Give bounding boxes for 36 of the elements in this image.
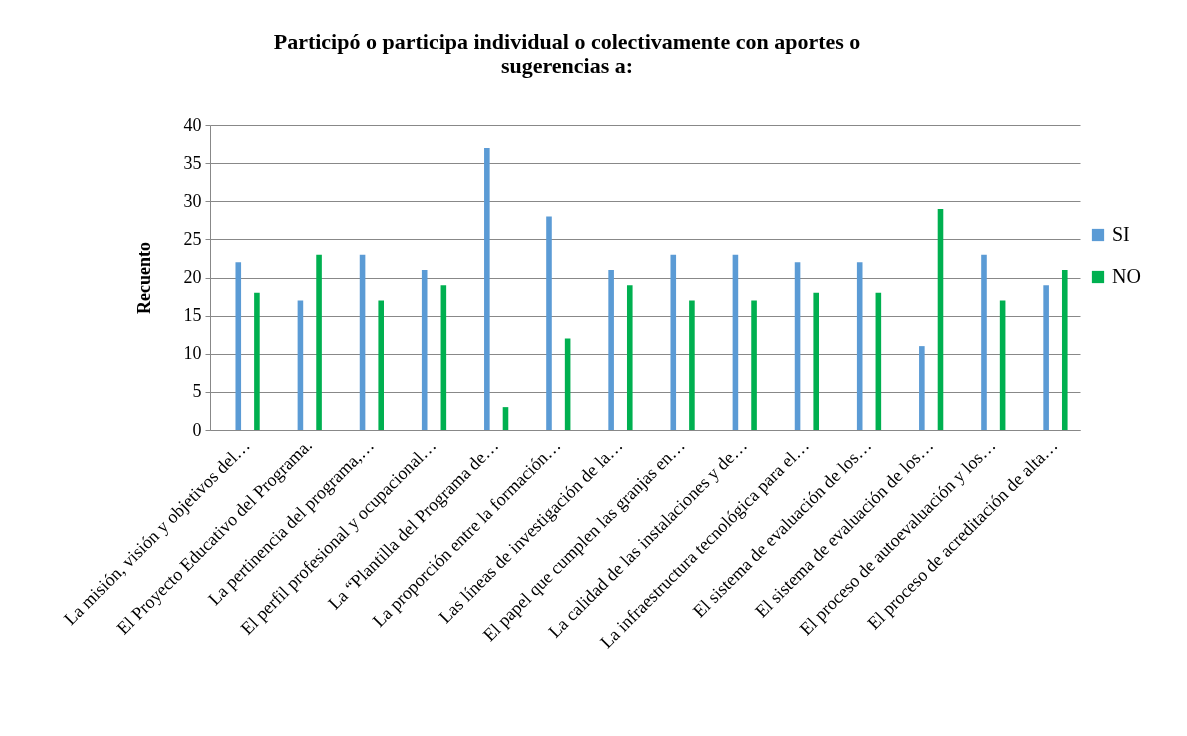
bar (856, 262, 863, 430)
bar (546, 216, 552, 430)
bar (1061, 269, 1068, 430)
bar (297, 300, 304, 430)
bar (502, 407, 509, 430)
y-tick-label: 0 (192, 419, 202, 440)
y-tick-label: 20 (183, 267, 202, 287)
y-tick-label: 30 (183, 190, 202, 211)
bar (919, 346, 925, 430)
y-tick-label: 25 (183, 228, 202, 249)
bar (751, 300, 757, 430)
bar (484, 147, 490, 430)
chart-title: Participó o participa individual o colectivamente con aportes o sugerencias a: (273, 29, 861, 78)
bar (626, 285, 633, 430)
bar (608, 269, 614, 430)
legend-label: SI (1112, 223, 1130, 245)
bar (1043, 285, 1049, 430)
y-tick-label: 35 (183, 152, 202, 173)
bar (254, 292, 260, 430)
bar (999, 300, 1006, 430)
y-axis-title: Recuento (133, 242, 154, 314)
legend-label: NO (1112, 265, 1141, 287)
bar (378, 300, 384, 430)
y-tick-label: 15 (183, 305, 202, 326)
y-tick-label: 5 (192, 381, 202, 402)
bar (670, 254, 677, 430)
y-tick-label: 10 (183, 343, 202, 364)
bar (813, 292, 819, 430)
bar (981, 254, 987, 430)
y-tick-label: 40 (183, 114, 202, 135)
bar (794, 262, 801, 430)
bar (421, 269, 428, 430)
bar (689, 300, 695, 430)
bar (316, 254, 322, 430)
bar (440, 285, 447, 430)
bar (235, 262, 242, 430)
